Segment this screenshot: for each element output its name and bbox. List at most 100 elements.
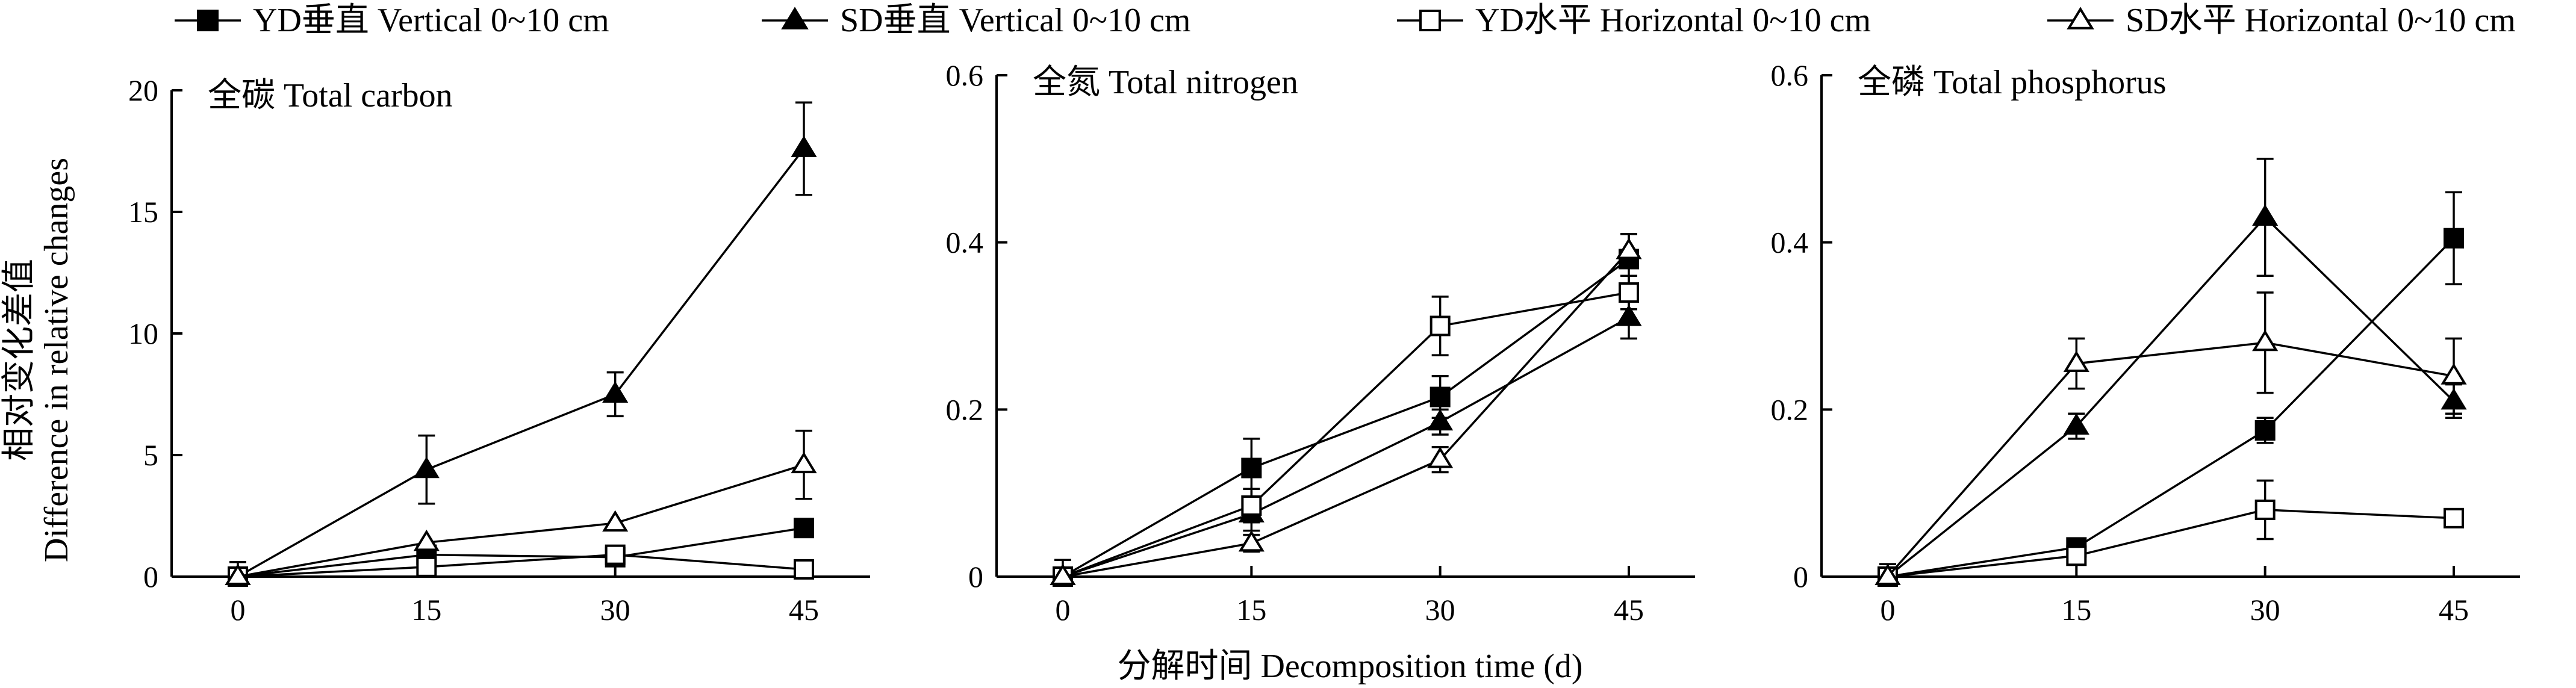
x-tick-label: 15 xyxy=(1236,593,1266,627)
legend-marker-filled-triangle xyxy=(781,7,809,29)
chart-panels: 0 5 10 15 20 0 15 30 45 全碳 Total carbon 0 0.2 0.4 0.6… xyxy=(128,58,2520,627)
legend-label: YD垂直 Vertical 0~10 cm xyxy=(253,2,609,39)
data-point xyxy=(225,563,251,585)
data-point xyxy=(1050,563,1076,585)
x-tick-label: 0 xyxy=(231,593,246,627)
x-tick-label: 45 xyxy=(1614,593,1644,627)
y-tick-label: 0.6 xyxy=(946,58,984,92)
data-point xyxy=(791,451,817,474)
series-line xyxy=(1062,291,1629,578)
data-point xyxy=(794,559,814,580)
data-point xyxy=(1430,315,1451,336)
y-tick-label: 15 xyxy=(128,195,158,229)
data-point xyxy=(794,518,814,539)
data-point xyxy=(2063,350,2089,372)
data-point xyxy=(602,381,629,403)
series-line xyxy=(1062,258,1630,578)
data-point xyxy=(2066,545,2087,566)
legend-label: SD垂直 Vertical 0~10 cm xyxy=(840,2,1190,39)
y-axis-title-cn: 相对变化差值 xyxy=(1,259,38,461)
series-line xyxy=(1887,237,2455,578)
data-point xyxy=(2441,363,2467,385)
y-tick-label: 0.6 xyxy=(1771,58,1809,92)
x-tick-label: 30 xyxy=(600,593,630,627)
data-point xyxy=(2254,499,2276,520)
y-tick-label: 0 xyxy=(143,560,158,593)
series-line xyxy=(1062,317,1629,578)
y-tick-label: 0.2 xyxy=(946,392,984,426)
data-point xyxy=(2063,413,2089,435)
data-point xyxy=(1616,305,1642,326)
panel-title: 全磷 Total phosphorus xyxy=(1858,64,2167,101)
data-point xyxy=(605,544,626,565)
series-open-triangle xyxy=(225,429,817,585)
data-point xyxy=(1241,495,1262,516)
x-tick-label: 45 xyxy=(2439,593,2469,627)
series-filled-triangle xyxy=(225,101,817,585)
legend-item-0: YD垂直 Vertical 0~10 cm xyxy=(175,2,609,39)
panel-total-carbon: 0 5 10 15 20 0 15 30 45 全碳 Total carbon xyxy=(128,73,870,627)
series-line xyxy=(1887,509,2454,578)
data-point xyxy=(1616,238,1642,259)
panel-title: 全氮 Total nitrogen xyxy=(1033,64,1298,101)
data-point xyxy=(791,135,817,157)
series-line xyxy=(1887,341,2454,578)
legend-item-3: SD水平 Horizontal 0~10 cm xyxy=(2047,2,2516,39)
series-open-square xyxy=(1053,274,1639,587)
y-tick-label: 10 xyxy=(128,317,158,350)
y-tick-label: 0.4 xyxy=(1771,226,1809,259)
series-line xyxy=(237,553,804,578)
legend-label: SD水平 Horizontal 0~10 cm xyxy=(2126,2,2516,39)
y-axis-title-en: Difference in relative changes xyxy=(38,158,75,562)
x-tick-label: 45 xyxy=(789,593,819,627)
data-point xyxy=(1619,282,1639,303)
panel-total-nitrogen: 0 0.2 0.4 0.6 0 15 30 45 全氮 Total nitrogen xyxy=(946,58,1695,627)
data-point xyxy=(2252,204,2279,226)
y-tick-label: 0 xyxy=(968,560,983,593)
data-point xyxy=(1427,409,1454,431)
series-open-square xyxy=(1878,479,2464,587)
data-point xyxy=(2444,507,2464,528)
series-line xyxy=(237,463,804,578)
legend-label: YD水平 Horizontal 0~10 cm xyxy=(1475,2,1871,39)
y-tick-label: 0.2 xyxy=(1771,392,1809,426)
data-point xyxy=(416,556,437,577)
series-filled-square xyxy=(1878,191,2464,587)
data-point xyxy=(1430,386,1451,408)
data-point xyxy=(1427,447,1454,468)
data-point xyxy=(1874,563,1901,585)
legend: YD垂直 Vertical 0~10 cm SD垂直 Vertical 0~10 … xyxy=(175,2,2516,39)
series-open-triangle xyxy=(1050,233,1642,585)
legend-marker-filled-square xyxy=(197,10,219,31)
data-point xyxy=(413,529,440,551)
legend-item-2: YD水平 Horizontal 0~10 cm xyxy=(1397,2,1871,39)
y-tick-label: 0.4 xyxy=(946,226,984,259)
x-tick-label: 30 xyxy=(2250,593,2280,627)
data-point xyxy=(1238,530,1265,552)
legend-item-1: SD垂直 Vertical 0~10 cm xyxy=(762,2,1190,39)
data-point xyxy=(602,510,629,532)
series-line xyxy=(237,527,804,578)
series-line xyxy=(237,147,805,578)
legend-marker-open-square xyxy=(1419,10,1441,31)
data-point xyxy=(2252,329,2279,352)
panel-title: 全碳 Total carbon xyxy=(208,77,453,114)
series-filled-triangle xyxy=(1874,158,2467,585)
data-point xyxy=(413,456,440,479)
x-tick-label: 15 xyxy=(411,593,441,627)
panel-total-phosphorus: 0 0.2 0.4 0.6 0 15 30 45 全磷 Total phosphorus xyxy=(1771,58,2520,627)
data-point xyxy=(1241,457,1262,479)
series-open-square xyxy=(228,544,814,587)
x-tick-label: 0 xyxy=(1056,593,1071,627)
series-line xyxy=(1062,250,1630,578)
y-tick-label: 0 xyxy=(1793,560,1808,593)
series-line xyxy=(1887,215,2455,578)
series-filled-square xyxy=(1053,233,1639,587)
x-axis-title: 分解时间 Decomposition time (d) xyxy=(1117,648,1582,685)
x-tick-label: 0 xyxy=(1881,593,1896,627)
y-tick-label: 20 xyxy=(128,73,158,107)
x-tick-label: 30 xyxy=(1425,593,1455,627)
legend-marker-open-triangle xyxy=(2067,7,2094,29)
x-tick-label: 15 xyxy=(2061,593,2091,627)
